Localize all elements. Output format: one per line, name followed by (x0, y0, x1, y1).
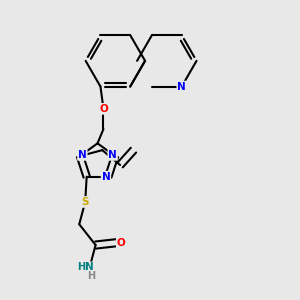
Text: N: N (78, 150, 87, 160)
Text: N: N (177, 82, 186, 92)
Text: O: O (117, 238, 125, 248)
Text: N: N (108, 150, 117, 160)
Text: N: N (102, 172, 110, 182)
Text: H: H (77, 262, 86, 272)
Text: O: O (99, 104, 108, 114)
Text: H: H (87, 271, 95, 281)
Text: S: S (81, 197, 89, 207)
Text: N: N (85, 262, 94, 272)
